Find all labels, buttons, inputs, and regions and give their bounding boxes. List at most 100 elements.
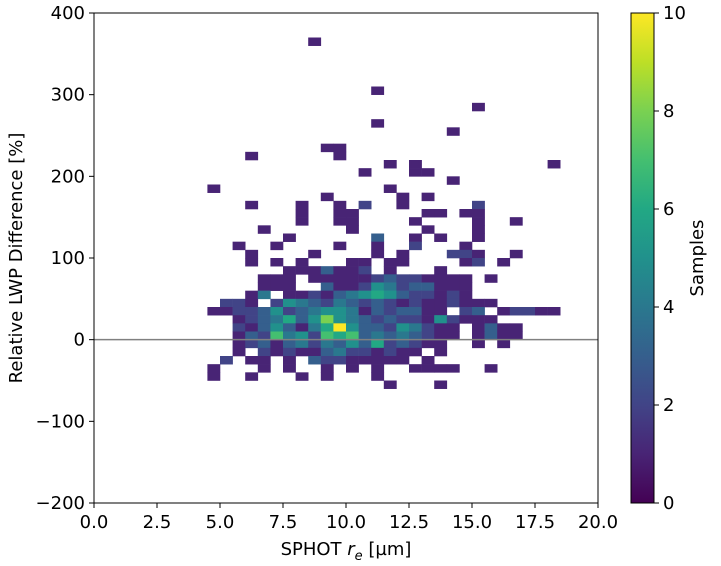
heatmap-cell xyxy=(547,307,561,316)
heatmap-cell xyxy=(421,356,435,365)
heatmap-cell xyxy=(207,307,221,316)
heatmap-cell xyxy=(257,315,271,324)
heatmap-cell xyxy=(459,209,473,218)
heatmap-cell xyxy=(409,323,422,332)
y-tick-label: 200 xyxy=(51,166,85,187)
heatmap-cell xyxy=(245,339,259,349)
heatmap-cell xyxy=(346,266,359,275)
heatmap-cell xyxy=(383,258,397,267)
x-tick-label: 12.5 xyxy=(389,512,429,533)
heatmap-cell xyxy=(383,160,397,169)
heatmap-cell xyxy=(409,168,422,177)
heatmap-cell xyxy=(220,307,233,316)
heatmap-cell xyxy=(346,298,359,308)
heatmap-cell xyxy=(333,241,347,251)
heatmap-cell xyxy=(333,266,347,275)
heatmap-cell xyxy=(396,290,410,300)
heatmap-cell xyxy=(333,151,347,161)
heatmap-cell xyxy=(346,282,359,291)
heatmap-cell xyxy=(308,331,322,340)
heatmap-cell xyxy=(472,249,485,259)
heatmap-cell xyxy=(333,347,347,357)
heatmap-cell xyxy=(295,307,309,316)
heatmap-cell xyxy=(446,315,460,324)
y-tick-label: 400 xyxy=(51,3,85,24)
heatmap-cell xyxy=(434,323,448,332)
heatmap-cell xyxy=(333,143,347,153)
heatmap-cell xyxy=(270,315,284,324)
heatmap-cell xyxy=(232,315,246,324)
heatmap-cell xyxy=(283,233,296,242)
heatmap-cell xyxy=(396,307,410,316)
heatmap-cell xyxy=(346,290,359,300)
heatmap-cell xyxy=(396,356,410,365)
heatmap-cell xyxy=(396,258,410,267)
heatmap-cell xyxy=(497,323,511,332)
x-tick-label: 20.0 xyxy=(578,512,618,533)
heatmap-cell xyxy=(396,298,410,308)
heatmap-cell xyxy=(346,331,359,340)
heatmap-cell xyxy=(308,274,322,283)
heatmap-cell xyxy=(270,339,284,349)
heatmap-cell xyxy=(421,192,435,202)
x-tick-label: 5.0 xyxy=(206,512,235,533)
heatmap-cell xyxy=(333,356,347,365)
heatmap-cell xyxy=(333,323,347,332)
heatmap-cell xyxy=(257,331,271,340)
heatmap-cell xyxy=(358,168,372,177)
heatmap-cell xyxy=(371,86,385,95)
heatmap-cell xyxy=(245,258,259,267)
heatmap-cell xyxy=(421,323,435,332)
heatmap-cell xyxy=(472,339,485,349)
heatmap-cell xyxy=(283,298,296,308)
heatmap-cell xyxy=(509,307,523,316)
heatmap-cell xyxy=(346,356,359,365)
heatmap-cell xyxy=(459,315,473,324)
heatmap-cell xyxy=(333,209,347,218)
heatmap-cell xyxy=(409,217,422,226)
heatmap-cell xyxy=(358,274,372,283)
heatmap-cell xyxy=(320,372,334,381)
heatmap-cell xyxy=(396,347,410,357)
heatmap-cell xyxy=(257,290,271,300)
heatmap-cell xyxy=(497,307,511,316)
heatmap-cell xyxy=(409,307,422,316)
heatmap-cell xyxy=(346,339,359,349)
heatmap-cell xyxy=(434,315,448,324)
y-axis-label: Relative LWP Difference [%] xyxy=(6,133,27,384)
heatmap-cell xyxy=(308,347,322,357)
heatmap-cell xyxy=(371,298,385,308)
heatmap-cell xyxy=(333,200,347,210)
colorbar-tick-label: 4 xyxy=(663,297,674,318)
heatmap-cell xyxy=(358,282,372,291)
heatmap-cell xyxy=(358,331,372,340)
heatmap-cell xyxy=(245,356,259,365)
heatmap-cell xyxy=(434,364,448,373)
heatmap-cell xyxy=(245,315,259,324)
heatmap-cell xyxy=(283,356,296,365)
heatmap-cell xyxy=(371,347,385,357)
heatmap-cell xyxy=(257,356,271,365)
heatmap-cell xyxy=(421,225,435,234)
heatmap-cell xyxy=(396,331,410,340)
heatmap-cell xyxy=(270,331,284,340)
heatmap-cell xyxy=(270,323,284,332)
heatmap-cell xyxy=(295,209,309,218)
heatmap-cell xyxy=(232,331,246,340)
heatmap-cell xyxy=(371,339,385,349)
heatmap-cell xyxy=(232,298,246,308)
heatmap-cell xyxy=(409,282,422,291)
heatmap-cell xyxy=(270,274,284,283)
heatmap-cell xyxy=(459,298,473,308)
heatmap-cell xyxy=(421,315,435,324)
heatmap-cell xyxy=(409,298,422,308)
heatmap-cell xyxy=(421,307,435,316)
heatmap-cell xyxy=(383,298,397,308)
x-tick-label: 0.0 xyxy=(80,512,109,533)
heatmap-cell xyxy=(257,274,271,283)
heatmap-cell xyxy=(283,315,296,324)
heatmap-cell xyxy=(295,290,309,300)
heatmap-cell xyxy=(295,258,309,267)
heatmap-cell xyxy=(383,356,397,365)
